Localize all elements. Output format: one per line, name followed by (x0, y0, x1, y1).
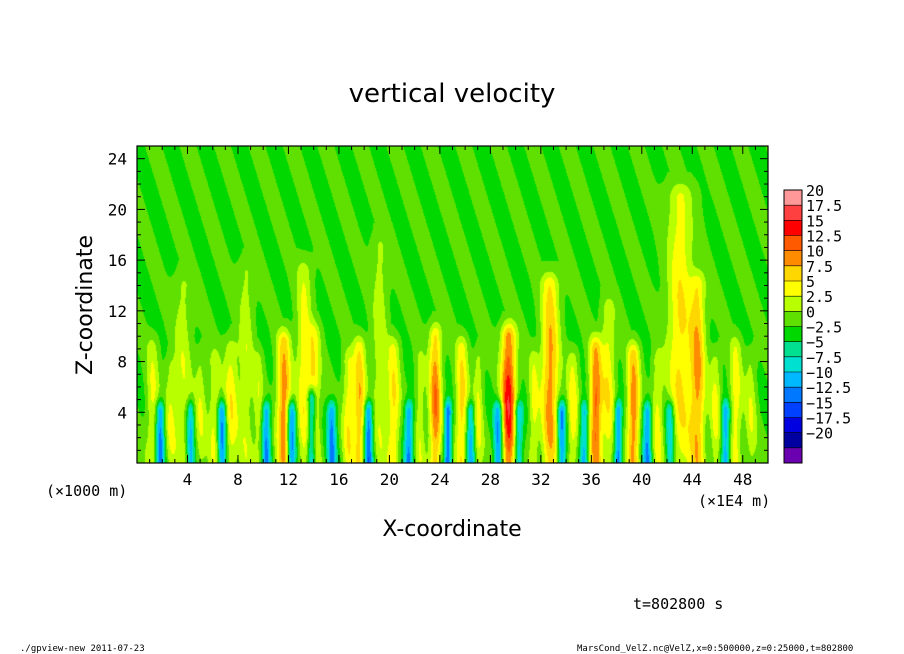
colorbar-swatch (784, 326, 802, 343)
x-unit-label: (×1000 m) (46, 482, 127, 500)
colorbar-swatch (784, 235, 802, 252)
colorbar-level-label: 17.5 (806, 197, 842, 215)
colorbar-swatch (784, 250, 802, 267)
footer-right: MarsCond_VelZ.nc@VelZ,x=0:500000,z=0:250… (577, 644, 853, 654)
colorbar-level-label: 10 (806, 243, 824, 261)
y-tick-label: 20 (108, 200, 127, 219)
x-unit-label-right: (×1E4 m) (698, 492, 770, 510)
colorbar-level-label: −20 (806, 425, 833, 443)
colorbar-swatch (784, 417, 802, 434)
colorbar-swatch (784, 356, 802, 373)
x-tick-label: 44 (683, 470, 702, 489)
x-tick-label: 32 (531, 470, 550, 489)
colorbar-swatch (784, 341, 802, 358)
colorbar-level-label: 2.5 (806, 288, 833, 306)
x-tick-label: 12 (279, 470, 298, 489)
colorbar-level-label: 7.5 (806, 258, 833, 276)
colorbar-level-label: −12.5 (806, 379, 851, 397)
footer-left: ./gpview-new 2011-07-23 (20, 644, 145, 654)
plot-area (136, 145, 769, 464)
colorbar-level-label: −10 (806, 364, 833, 382)
colorbar-swatch (784, 447, 802, 464)
heatmap-field (137, 146, 768, 463)
colorbar-swatch (784, 265, 802, 282)
y-tick-label: 12 (108, 302, 127, 321)
colorbar-level-label: −2.5 (806, 319, 842, 337)
x-tick-label: 20 (380, 470, 399, 489)
x-tick-label: 16 (329, 470, 348, 489)
colorbar-swatch (784, 296, 802, 312)
colorbar-swatch (784, 432, 802, 449)
time-label: t=802800 s (633, 595, 723, 613)
colorbar-swatch (784, 311, 802, 327)
y-tick-label: 4 (117, 403, 127, 422)
colorbar-level-label: −7.5 (806, 349, 842, 367)
x-tick-label: 8 (233, 470, 243, 489)
colorbar-swatch (784, 205, 802, 221)
x-tick-label: 24 (430, 470, 449, 489)
colorbar-level-label: −17.5 (806, 410, 851, 428)
colorbar-swatch (784, 402, 802, 418)
colorbar-swatch (784, 281, 802, 297)
colorbar-level-label: 20 (806, 182, 824, 200)
colorbar-level-label: −15 (806, 394, 833, 412)
y-tick-label: 24 (108, 150, 127, 169)
x-tick-label: 40 (632, 470, 651, 489)
y-tick-label: 16 (108, 251, 127, 270)
y-tick-label: 8 (117, 353, 127, 372)
x-tick-label: 28 (481, 470, 500, 489)
colorbar-swatch (784, 220, 802, 236)
x-axis: 4 8 12 16 20 24 28 32 36 40 44 48 (149, 146, 756, 489)
y-axis: 4 8 12 16 20 24 (108, 150, 768, 451)
colorbar-level-label: 0 (806, 303, 815, 321)
chart-title: vertical velocity (349, 79, 556, 109)
x-tick-label: 36 (582, 470, 601, 489)
x-axis-label: X-coordinate (382, 517, 521, 542)
colorbar: 2017.51512.5107.552.50−2.5−5−7.5−10−12.5… (783, 182, 851, 464)
colorbar-level-label: 12.5 (806, 228, 842, 246)
y-axis-label: Z-coordinate (73, 235, 98, 375)
colorbar-swatch (784, 372, 802, 388)
colorbar-level-label: 15 (806, 212, 824, 230)
colorbar-level-label: 5 (806, 273, 815, 291)
x-tick-label: 48 (733, 470, 752, 489)
x-tick-label: 4 (183, 470, 193, 489)
colorbar-swatch (784, 387, 802, 403)
colorbar-swatch (784, 190, 802, 206)
colorbar-level-label: −5 (806, 334, 824, 352)
